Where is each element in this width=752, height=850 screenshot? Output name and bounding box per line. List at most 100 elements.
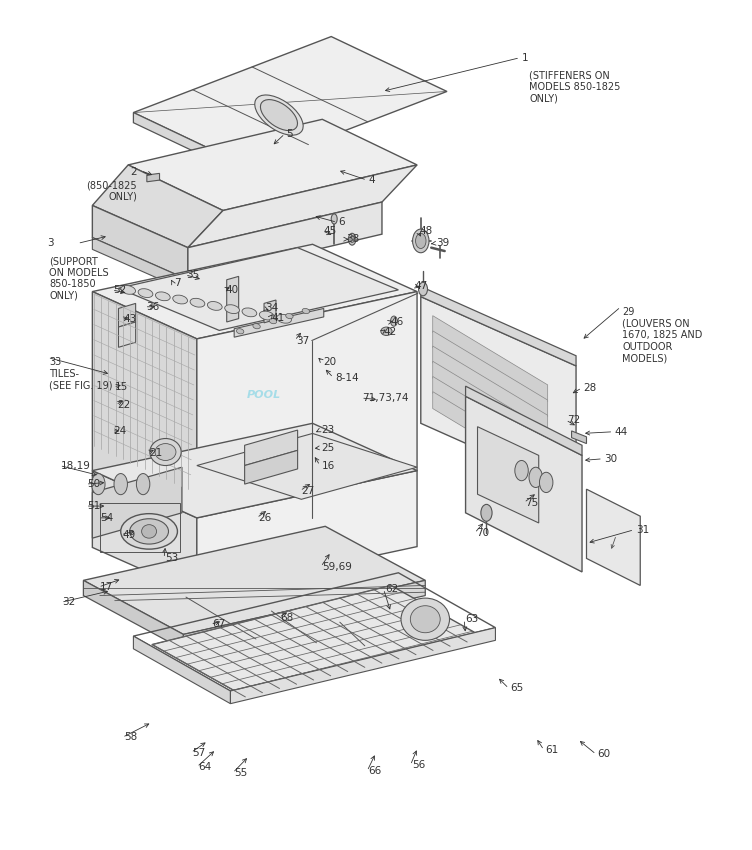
Ellipse shape xyxy=(253,324,260,329)
Text: 54: 54 xyxy=(100,513,113,523)
Text: 70: 70 xyxy=(476,528,489,538)
Ellipse shape xyxy=(136,473,150,495)
Text: 48: 48 xyxy=(420,226,432,235)
Text: 24: 24 xyxy=(114,426,126,436)
Ellipse shape xyxy=(150,439,181,466)
Text: 27: 27 xyxy=(302,486,314,496)
Polygon shape xyxy=(92,165,223,247)
Polygon shape xyxy=(92,206,188,280)
Polygon shape xyxy=(432,377,547,462)
Ellipse shape xyxy=(208,302,222,310)
Text: 37: 37 xyxy=(296,336,309,346)
Ellipse shape xyxy=(129,518,168,544)
Polygon shape xyxy=(421,297,576,492)
Polygon shape xyxy=(264,300,276,323)
Polygon shape xyxy=(119,322,135,348)
Text: 26: 26 xyxy=(258,513,271,523)
Polygon shape xyxy=(92,468,182,538)
Ellipse shape xyxy=(259,311,274,320)
Polygon shape xyxy=(234,309,324,337)
Text: (850-1825
ONLY): (850-1825 ONLY) xyxy=(86,180,137,201)
Text: (STIFFENERS ON
MODELS 850-1825
ONLY): (STIFFENERS ON MODELS 850-1825 ONLY) xyxy=(529,71,620,104)
Text: 56: 56 xyxy=(412,760,425,770)
Text: 6: 6 xyxy=(338,218,345,227)
Text: 43: 43 xyxy=(123,314,136,325)
Text: 53: 53 xyxy=(165,553,179,564)
Ellipse shape xyxy=(141,524,156,538)
Text: 51: 51 xyxy=(87,501,100,511)
Polygon shape xyxy=(230,627,496,704)
Polygon shape xyxy=(133,636,230,704)
Ellipse shape xyxy=(390,316,397,326)
Text: 18,19: 18,19 xyxy=(61,461,91,471)
Ellipse shape xyxy=(529,468,542,488)
Polygon shape xyxy=(133,112,249,178)
Ellipse shape xyxy=(260,99,298,131)
Text: 49: 49 xyxy=(123,530,135,540)
Polygon shape xyxy=(465,396,582,572)
Polygon shape xyxy=(421,286,576,366)
Polygon shape xyxy=(133,37,447,167)
Polygon shape xyxy=(183,581,426,649)
Text: 61: 61 xyxy=(545,745,559,755)
Polygon shape xyxy=(244,450,298,484)
Polygon shape xyxy=(83,526,426,634)
Polygon shape xyxy=(465,386,582,456)
Text: 44: 44 xyxy=(615,427,628,437)
Polygon shape xyxy=(83,581,183,649)
Text: 5: 5 xyxy=(287,128,293,139)
Polygon shape xyxy=(188,165,417,247)
Text: 60: 60 xyxy=(598,750,611,759)
Ellipse shape xyxy=(401,598,450,640)
Text: 23: 23 xyxy=(322,425,335,435)
Ellipse shape xyxy=(302,309,310,314)
Polygon shape xyxy=(188,202,382,280)
Text: 15: 15 xyxy=(115,382,128,392)
Text: 35: 35 xyxy=(186,269,199,280)
Text: 1: 1 xyxy=(522,53,528,63)
Ellipse shape xyxy=(114,473,127,495)
Text: 34: 34 xyxy=(265,303,279,314)
Text: 25: 25 xyxy=(322,443,335,453)
Ellipse shape xyxy=(481,504,492,521)
Ellipse shape xyxy=(416,233,426,248)
Text: 65: 65 xyxy=(511,683,523,694)
Text: 59,69: 59,69 xyxy=(323,562,352,572)
Ellipse shape xyxy=(411,606,440,632)
Text: 71,73,74: 71,73,74 xyxy=(362,393,409,403)
Text: 28: 28 xyxy=(584,382,597,393)
Text: 2: 2 xyxy=(131,167,137,177)
Polygon shape xyxy=(128,119,417,211)
Polygon shape xyxy=(226,276,238,322)
Polygon shape xyxy=(92,244,417,339)
Polygon shape xyxy=(572,431,587,444)
Polygon shape xyxy=(432,392,547,478)
Text: 39: 39 xyxy=(435,239,449,248)
Polygon shape xyxy=(92,471,197,594)
Ellipse shape xyxy=(348,233,356,245)
Text: 75: 75 xyxy=(526,498,538,507)
Polygon shape xyxy=(119,303,135,327)
Text: 67: 67 xyxy=(212,620,225,629)
Text: 22: 22 xyxy=(117,400,130,410)
Text: 46: 46 xyxy=(391,317,404,327)
Ellipse shape xyxy=(381,327,392,336)
Polygon shape xyxy=(478,427,538,523)
Text: 47: 47 xyxy=(415,280,428,291)
Ellipse shape xyxy=(539,473,553,492)
Text: 29
(LOUVERS ON
1670, 1825 AND
OUTDOOR
MODELS): 29 (LOUVERS ON 1670, 1825 AND OUTDOOR MO… xyxy=(623,307,702,363)
Text: 66: 66 xyxy=(368,766,382,776)
Text: 52: 52 xyxy=(114,285,126,295)
Text: 62: 62 xyxy=(385,584,399,594)
Ellipse shape xyxy=(236,329,244,334)
Text: 30: 30 xyxy=(605,454,617,464)
Text: 57: 57 xyxy=(193,748,205,757)
Text: 31: 31 xyxy=(635,524,649,535)
Ellipse shape xyxy=(225,305,239,314)
Polygon shape xyxy=(152,586,484,697)
Text: 4: 4 xyxy=(368,175,375,185)
Polygon shape xyxy=(92,292,197,518)
Ellipse shape xyxy=(92,473,105,495)
Polygon shape xyxy=(432,346,547,432)
Text: 32: 32 xyxy=(62,598,76,608)
